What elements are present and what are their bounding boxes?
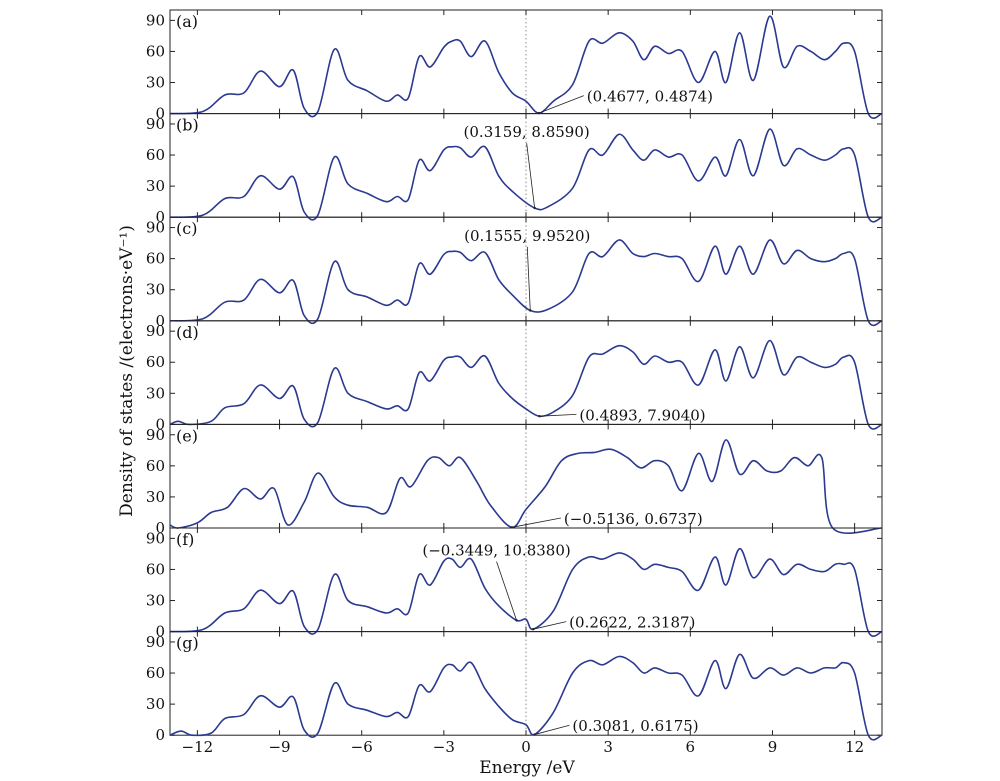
y-tick-label: 90 — [146, 219, 165, 237]
panels-group: 0 30 60 90 (a) (0.4677, 0.4874) 0 30 60 90 (b) (0.3… — [146, 9, 883, 744]
panel-c: 0 30 60 90 (c) (0.1555, 9.9520) — [146, 216, 883, 330]
x-tick-label: −12 — [182, 738, 214, 756]
panel-label: (c) — [176, 219, 197, 238]
x-tick-label: −9 — [268, 738, 290, 756]
annotation-label: (−0.5136, 0.6737) — [564, 510, 703, 528]
x-tick-label: −6 — [351, 738, 373, 756]
panel-e: 0 30 60 90 (e) (−0.5136, 0.6737) — [146, 423, 883, 537]
annotation-point — [515, 619, 518, 622]
x-tick-label: 12 — [845, 738, 864, 756]
annotation-label: (0.4893, 7.9040) — [579, 406, 705, 424]
annotation-leader — [511, 517, 562, 528]
panel-a: 0 30 60 90 (a) (0.4677, 0.4874) — [146, 9, 883, 123]
y-tick-label: 60 — [146, 664, 165, 682]
y-tick-label: 60 — [146, 42, 165, 60]
annotation-label: (0.2622, 2.3187) — [569, 614, 695, 632]
annotation-point — [529, 309, 532, 312]
y-tick-label: 90 — [146, 426, 165, 444]
x-tick-label: 3 — [603, 738, 613, 756]
dos-curve — [169, 239, 883, 327]
y-tick-label: 0 — [155, 105, 165, 123]
y-tick-label: 0 — [155, 623, 165, 641]
panel-label: (e) — [176, 426, 198, 445]
annotation-leader — [526, 143, 536, 209]
y-tick-label: 0 — [155, 726, 165, 744]
y-tick-label: 0 — [155, 519, 165, 537]
y-tick-label: 90 — [146, 115, 165, 133]
panel-d: 0 30 60 90 (d) (0.4893, 7.9040) — [146, 320, 883, 433]
annotation-label: (0.3081, 0.6175) — [572, 717, 698, 735]
x-tick-labels: −12 −9 −6 −3 0 3 6 9 12 — [182, 738, 865, 756]
annotation-leader — [526, 246, 531, 311]
y-tick-label: 60 — [146, 146, 165, 164]
x-tick-label: 9 — [768, 738, 778, 756]
y-tick-label: 60 — [146, 560, 165, 578]
y-tick-label: 30 — [146, 384, 165, 402]
panel-label: (d) — [176, 323, 199, 342]
x-tick-label: −3 — [433, 738, 455, 756]
annotation-leader — [533, 621, 567, 630]
y-tick-label: 60 — [146, 353, 165, 371]
annotation-leader — [539, 414, 577, 417]
y-tick-label: 30 — [146, 695, 165, 713]
panel-g: 0 30 60 90 (g) (0.3081, 0.6175) — [146, 631, 883, 744]
dos-curve — [169, 653, 883, 741]
panel-label: (b) — [176, 116, 199, 135]
annotation-label: (0.1555, 9.9520) — [464, 227, 590, 245]
annotation-point — [533, 733, 536, 736]
annotation-label: (−0.3449, 10.8380) — [422, 542, 570, 560]
y-tick-label: 0 — [155, 415, 165, 433]
x-axis-title: Energy /eV — [479, 758, 575, 778]
y-tick-label: 30 — [146, 177, 165, 195]
y-tick-label: 30 — [146, 74, 165, 92]
y-tick-label: 30 — [146, 592, 165, 610]
panel-label: (a) — [176, 12, 198, 31]
annotation-label: (0.4677, 0.4874) — [587, 88, 713, 106]
y-tick-label: 30 — [146, 488, 165, 506]
y-axis-title: Density of states /(electrons·eV⁻¹) — [117, 225, 137, 517]
panel-label: (g) — [176, 634, 199, 653]
y-tick-label: 90 — [146, 322, 165, 340]
panel-label: (f) — [176, 530, 194, 549]
y-tick-label: 90 — [146, 11, 165, 29]
y-tick-label: 0 — [155, 312, 165, 330]
dos-curve — [169, 339, 883, 430]
annotation-point — [531, 627, 535, 631]
y-tick-label: 0 — [155, 208, 165, 226]
annotation-label: (0.3159, 8.8590) — [464, 123, 590, 141]
y-tick-label: 60 — [146, 250, 165, 268]
annotation-point — [533, 206, 536, 210]
dos-curve — [169, 128, 883, 223]
annotation-point — [538, 415, 541, 418]
y-tick-label: 90 — [146, 529, 165, 547]
x-tick-label: 6 — [686, 738, 696, 756]
annotation-leader — [496, 561, 517, 621]
annotation-leader — [534, 724, 570, 735]
annotation-leader — [538, 95, 584, 114]
panel-f: 0 30 60 90 (f) (0.2622, 2.3187) (−0.3449, 10.8… — [146, 527, 883, 641]
panel-b: 0 30 60 90 (b) (0.3159, 8.8590) — [146, 113, 883, 226]
y-tick-label: 30 — [146, 281, 165, 299]
x-tick-label: 0 — [521, 738, 531, 756]
y-tick-label: 60 — [146, 457, 165, 475]
y-tick-label: 90 — [146, 633, 165, 651]
